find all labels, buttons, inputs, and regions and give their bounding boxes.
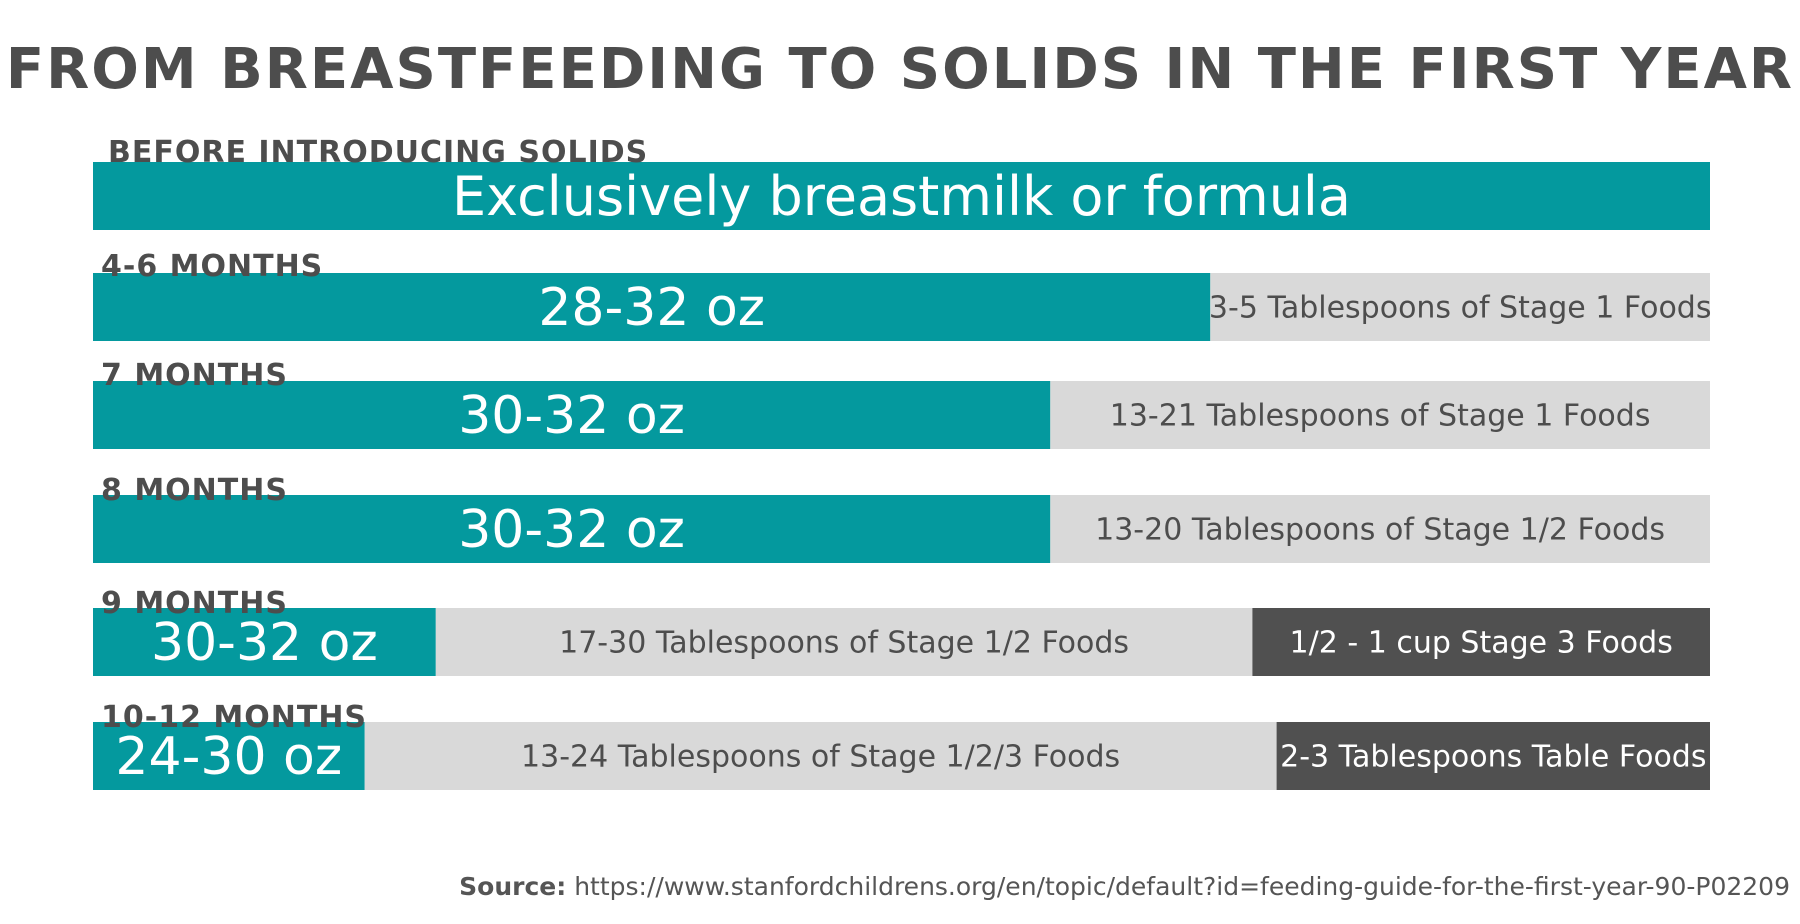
bar-segment-label: 17-30 Tablespoons of Stage 1/2 Foods [559, 626, 1129, 661]
bar-segment-label: 1/2 - 1 cup Stage 3 Foods [1290, 626, 1673, 661]
bar-row: Exclusively breastmilk or formulaBEFORE … [93, 135, 1710, 230]
source-note: Source: https://www.stanfordchildrens.or… [459, 872, 1790, 901]
bar-segment-label: 30-32 oz [151, 613, 378, 673]
bar-segment-milk [93, 381, 1051, 449]
bar-segment-milk [93, 608, 436, 676]
bar-segment-solids [1276, 722, 1710, 790]
row-label: 7 MONTHS [101, 358, 288, 393]
bar-segment-label: 13-21 Tablespoons of Stage 1 Foods [1110, 399, 1651, 434]
bar-segment-label: 28-32 oz [538, 278, 765, 338]
bar-segment-purees [1210, 273, 1710, 341]
bar-row: 24-30 oz 13-24 Tablespoons of Stage 1/2/3… [93, 700, 1710, 790]
bar-row: 30-32 oz 13-21 Tablespoons of Stage 1 Foo… [93, 358, 1710, 449]
bar-segment-milk [93, 495, 1051, 563]
chart-title: FROM BREASTFEEDING TO SOLIDS IN THE FIRS… [5, 37, 1795, 102]
bar-row: 30-32 oz 13-20 Tablespoons of Stage 1/2 F… [93, 473, 1710, 563]
bar-row: 30-32 oz 17-30 Tablespoons of Stage 1/2 F… [93, 586, 1710, 676]
bar-segment-label: 30-32 oz [458, 500, 685, 560]
row-label: 10-12 MONTHS [101, 700, 367, 735]
row-label: 4-6 MONTHS [101, 249, 323, 284]
bar-segment-purees [1050, 495, 1710, 563]
bar-segment-milk [93, 722, 365, 790]
bar-row: 28-32 oz 3-5 Tablespoons of Stage 1 Foods… [93, 249, 1711, 341]
bar-segment-purees [435, 608, 1253, 676]
source-label: Source: [459, 872, 567, 901]
bar-segment-purees [364, 722, 1277, 790]
row-label: 8 MONTHS [101, 473, 288, 508]
bar-segment-solids [1252, 608, 1710, 676]
bar-segment-label: 2-3 Tablespoons Table Foods [1280, 740, 1706, 775]
bar-segment-label: 24-30 oz [115, 727, 342, 787]
row-label: BEFORE INTRODUCING SOLIDS [108, 135, 648, 170]
bar-segment-milk [93, 162, 1710, 230]
bar-segment-label: 30-32 oz [458, 386, 685, 446]
bar-segment-label: 13-24 Tablespoons of Stage 1/2/3 Foods [521, 740, 1120, 775]
bar-segment-milk [93, 273, 1211, 341]
bar-segment-purees [1050, 381, 1710, 449]
bar-segment-label: 13-20 Tablespoons of Stage 1/2 Foods [1095, 513, 1665, 548]
row-label: 9 MONTHS [101, 586, 288, 621]
bar-segment-label: 3-5 Tablespoons of Stage 1 Foods [1209, 291, 1712, 326]
source-url: https://www.stanfordchildrens.org/en/top… [574, 872, 1790, 901]
bar-segment-label: Exclusively breastmilk or formula [452, 165, 1351, 228]
